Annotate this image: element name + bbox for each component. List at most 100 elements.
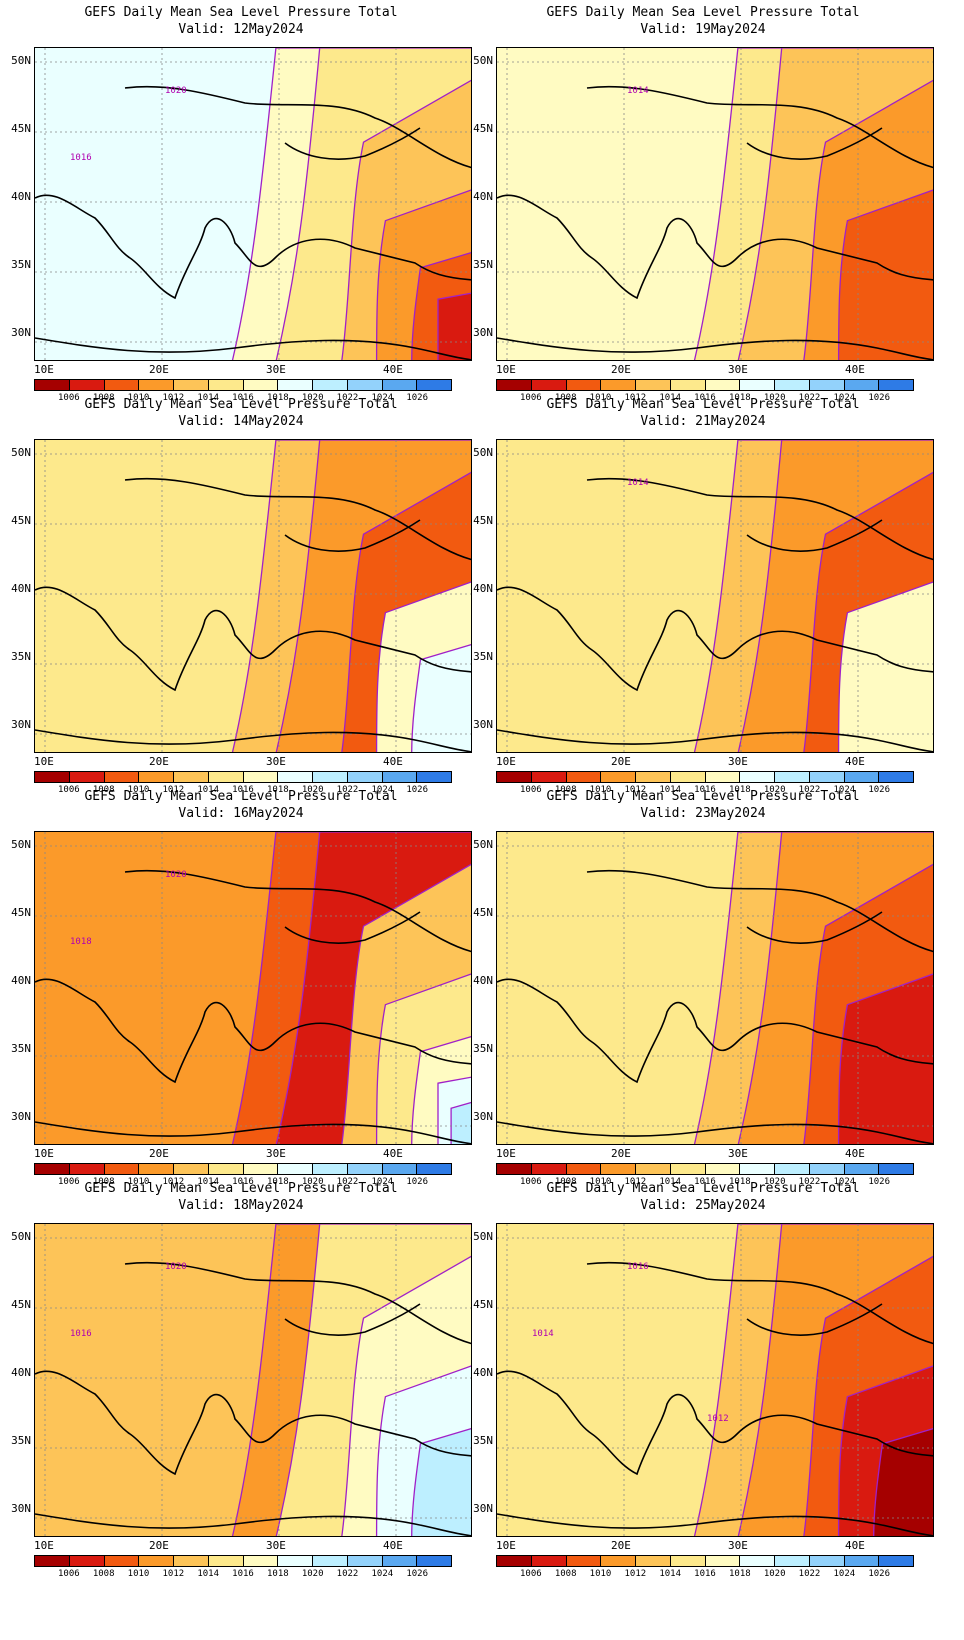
colorbar-label: 1008 — [554, 393, 577, 403]
colorbar — [34, 771, 452, 783]
colorbar-label: 1008 — [92, 1177, 115, 1187]
pressure-field — [35, 832, 471, 1144]
lat-label: 50N — [473, 446, 493, 459]
colorbar-swatch — [35, 1164, 70, 1174]
colorbar-swatch — [705, 380, 741, 390]
colorbar-label: 1006 — [57, 393, 80, 403]
colorbar-label: 1014 — [659, 1569, 681, 1579]
pressure-band — [837, 973, 933, 1144]
colorbar-swatch — [844, 772, 880, 782]
panel-title: GEFS Daily Mean Sea Level Pressure Total — [84, 5, 398, 20]
lon-label: 40E — [383, 755, 403, 768]
lat-label: 50N — [11, 54, 31, 67]
colorbar-label: 1026 — [406, 785, 428, 795]
contour-label: 1014 — [627, 86, 649, 96]
pressure-field — [35, 48, 471, 360]
lon-label: 10E — [496, 1147, 516, 1160]
colorbar-label: 1018 — [266, 1177, 289, 1187]
colorbar-label: 1014 — [197, 1569, 219, 1579]
colorbar-label: 1012 — [162, 785, 185, 795]
lat-label: 40N — [11, 1366, 31, 1379]
colorbar-swatch — [740, 380, 775, 390]
colorbar-label: 1022 — [336, 1177, 359, 1187]
pressure-field — [497, 440, 933, 752]
colorbar-label: 1018 — [728, 785, 751, 795]
colorbar-label: 1018 — [728, 1177, 751, 1187]
pressure-map — [496, 831, 934, 1145]
lat-label: 50N — [473, 54, 493, 67]
colorbar-swatch — [69, 1164, 105, 1174]
colorbar-swatch — [497, 772, 532, 782]
colorbar-swatch — [347, 380, 383, 390]
lat-label: 45N — [473, 122, 493, 135]
colorbar-swatch — [174, 1556, 209, 1566]
lon-label: 40E — [383, 363, 403, 376]
lat-label: 40N — [473, 582, 493, 595]
colorbar-label: 1018 — [266, 1569, 289, 1579]
colorbar-label: 1016 — [694, 393, 716, 403]
coastline — [35, 477, 471, 752]
lat-label: 50N — [11, 1230, 31, 1243]
colorbar-label: 1012 — [162, 393, 185, 403]
lat-label: 30N — [473, 1110, 493, 1123]
panel-valid-date: Valid: 25May2024 — [640, 1198, 766, 1213]
colorbar-label: 1016 — [694, 1177, 716, 1187]
lat-label: 30N — [11, 326, 31, 339]
pressure-band — [411, 644, 471, 752]
colorbar-swatch — [35, 380, 70, 390]
lat-label: 35N — [473, 650, 493, 663]
panel-title: GEFS Daily Mean Sea Level Pressure Total — [84, 1181, 398, 1196]
colorbar-swatch — [208, 380, 244, 390]
lat-label: 50N — [473, 838, 493, 851]
pressure-map — [34, 439, 472, 753]
lat-label: 40N — [473, 190, 493, 203]
map-panel: GEFS Daily Mean Sea Level Pressure Total… — [0, 784, 482, 1194]
contour-label: 1016 — [70, 1329, 92, 1339]
colorbar-swatch — [208, 1164, 244, 1174]
map-panel: GEFS Daily Mean Sea Level Pressure Total… — [462, 1176, 944, 1586]
colorbar-swatch — [740, 1164, 775, 1174]
colorbar-swatch — [670, 380, 706, 390]
lat-label: 45N — [11, 514, 31, 527]
colorbar-swatch — [497, 1164, 532, 1174]
colorbar-swatch — [497, 1556, 532, 1566]
lon-label: 10E — [496, 755, 516, 768]
pressure-map: 1020 1018 — [34, 831, 472, 1145]
colorbar-label: 1010 — [127, 1177, 150, 1187]
colorbar-swatch — [566, 380, 602, 390]
colorbar-swatch — [879, 1164, 913, 1174]
colorbar — [496, 771, 914, 783]
colorbar-swatch — [636, 1164, 671, 1174]
colorbar-swatch — [879, 380, 913, 390]
lon-label: 30E — [266, 363, 286, 376]
colorbar-swatch — [566, 772, 602, 782]
lon-label: 30E — [266, 755, 286, 768]
panel-valid-date: Valid: 16May2024 — [178, 806, 304, 821]
colorbar-label: 1006 — [57, 1569, 80, 1579]
colorbar-label: 1018 — [728, 393, 751, 403]
panel-title: GEFS Daily Mean Sea Level Pressure Total — [84, 397, 398, 412]
colorbar-swatch — [139, 380, 174, 390]
lat-label: 35N — [473, 1434, 493, 1447]
lat-label: 50N — [473, 1230, 493, 1243]
colorbar-label: 1020 — [301, 1177, 324, 1187]
colorbar-swatch — [278, 380, 313, 390]
colorbar-label: 1014 — [197, 393, 219, 403]
lat-label: 30N — [11, 718, 31, 731]
colorbar-swatch — [670, 772, 706, 782]
panel-valid-date: Valid: 18May2024 — [178, 1198, 304, 1213]
lat-label: 30N — [11, 1110, 31, 1123]
lon-label: 20E — [149, 1539, 169, 1552]
lat-label: 40N — [473, 974, 493, 987]
colorbar-swatch — [775, 1164, 810, 1174]
colorbar-swatch — [844, 1164, 880, 1174]
colorbar-swatch — [417, 1556, 451, 1566]
pressure-field — [497, 1224, 933, 1536]
colorbar-label: 1026 — [868, 785, 890, 795]
lon-label: 30E — [266, 1539, 286, 1552]
colorbar-swatch — [243, 1164, 279, 1174]
colorbar-label: 1012 — [162, 1177, 185, 1187]
colorbar-label: 1024 — [833, 1177, 856, 1187]
lat-label: 35N — [473, 1042, 493, 1055]
colorbar-swatch — [636, 772, 671, 782]
